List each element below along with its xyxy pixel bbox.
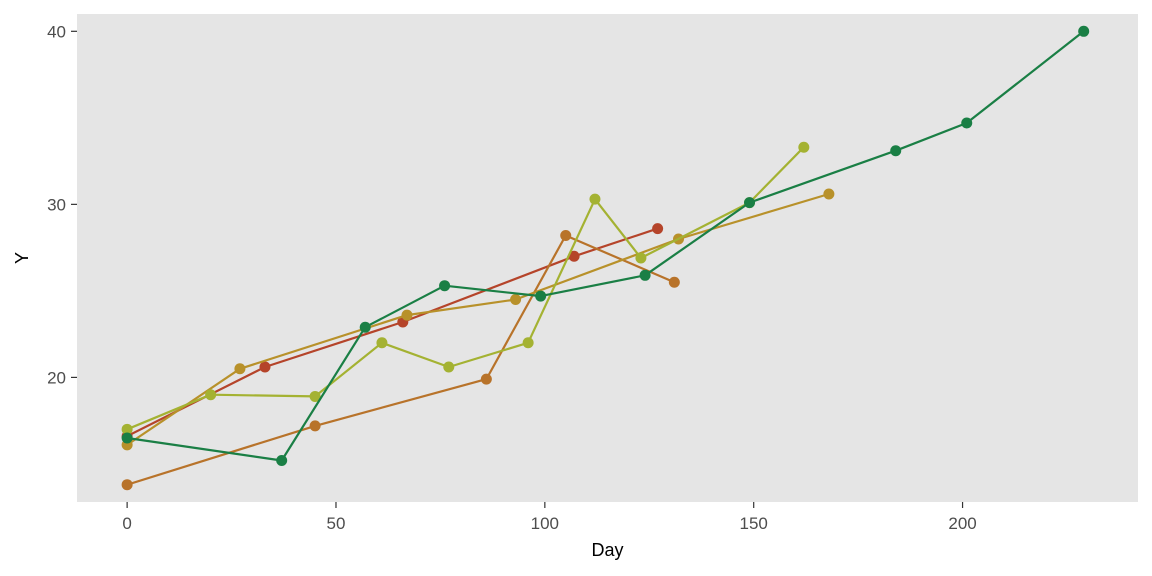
x-tick-label: 150 [740,514,768,533]
data-point [568,250,580,262]
series-line [126,146,805,431]
data-point [668,276,680,288]
data-point [121,479,133,491]
data-point [359,321,371,333]
data-point [121,432,133,444]
series-2 [121,230,680,491]
data-point [309,390,321,402]
data-point [259,361,271,373]
data-point [961,117,973,129]
data-point [309,420,321,432]
data-point [276,454,288,466]
data-point [439,280,451,292]
data-point [443,361,455,373]
data-point [535,290,547,302]
data-point [480,373,492,385]
series-5 [121,25,1090,466]
x-tick-label: 0 [122,514,131,533]
x-tick-label: 200 [948,514,976,533]
data-point [376,337,388,349]
x-axis-title: Day [591,540,623,560]
data-point [522,337,534,349]
data-point [121,423,133,435]
x-axis: 0 50 100 150 200 [122,502,977,533]
data-point [234,363,246,375]
series-layer [121,25,1090,491]
data-point [652,223,664,235]
data-point [205,389,217,401]
series-line [126,30,1085,462]
data-point [744,197,756,209]
y-tick-label: 40 [47,22,66,41]
plot-panel [77,14,1138,502]
data-point [401,309,413,321]
data-point [510,294,522,306]
data-point [798,141,810,153]
data-point [560,230,572,242]
x-tick-label: 100 [531,514,559,533]
y-axis: 20 30 40 [47,22,77,387]
y-tick-label: 30 [47,195,66,214]
y-axis-title: Y [12,252,32,264]
data-point [635,252,647,264]
data-point [1078,25,1090,37]
series-line [126,192,830,446]
data-point [823,188,835,200]
y-tick-label: 20 [47,368,66,387]
data-point [589,193,601,205]
data-point [890,145,902,157]
data-point [639,269,651,281]
x-tick-label: 50 [327,514,346,533]
